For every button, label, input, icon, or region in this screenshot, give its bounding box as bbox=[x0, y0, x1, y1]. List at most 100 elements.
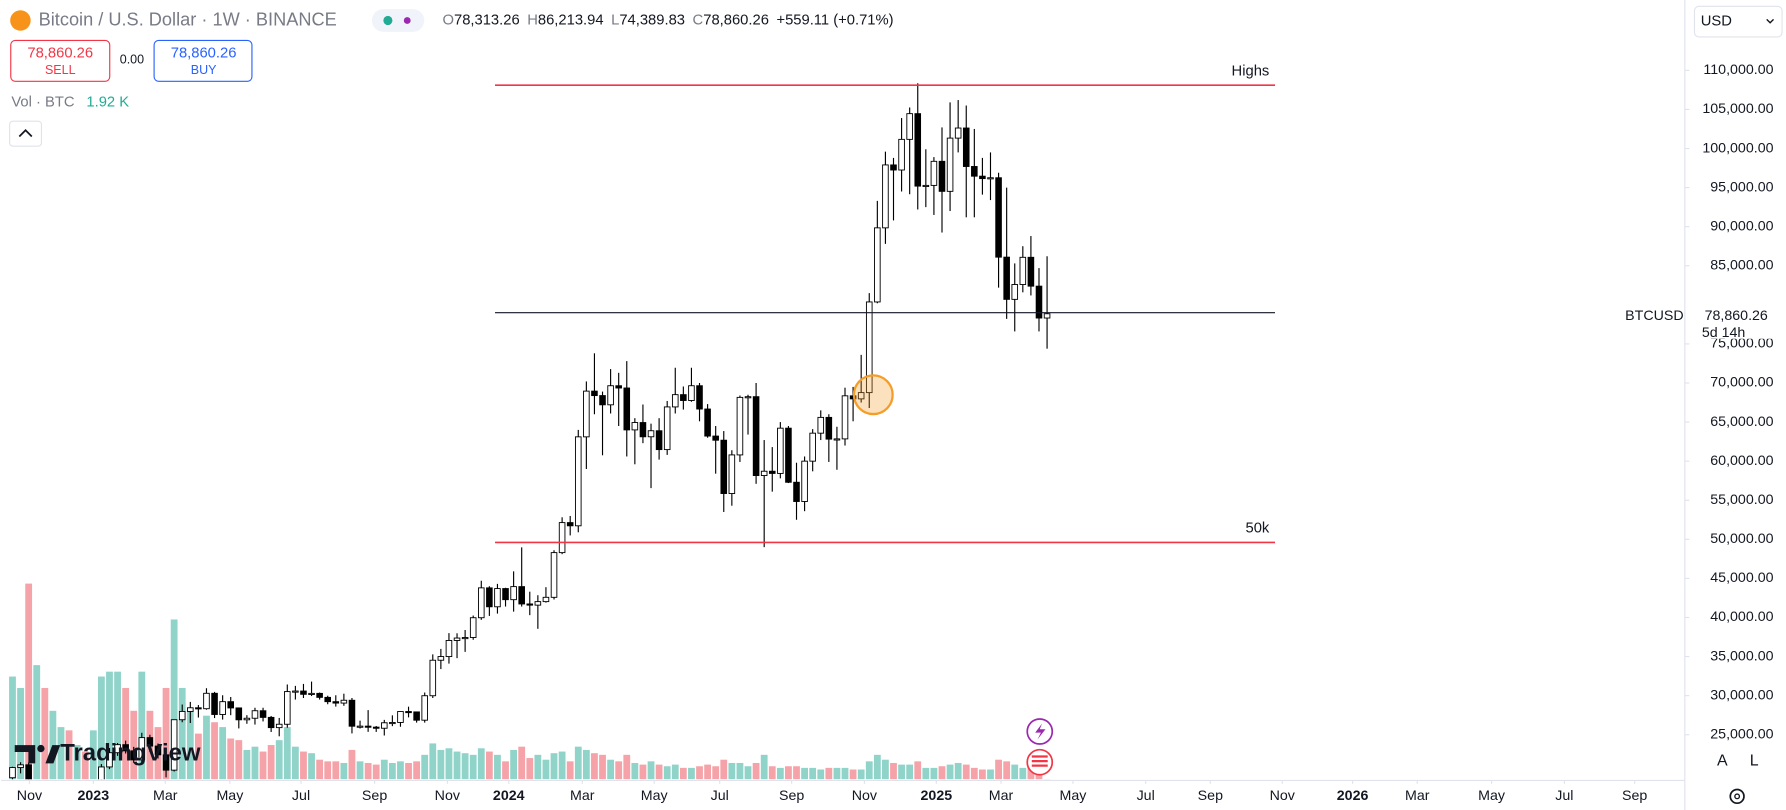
collapse-icon bbox=[18, 129, 33, 138]
volume-bar bbox=[906, 764, 914, 780]
y-tick-label: 75,000.00 bbox=[1710, 336, 1773, 352]
candle-body bbox=[195, 707, 202, 710]
y-tick-label: 110,000.00 bbox=[1703, 62, 1773, 78]
volume-bar bbox=[259, 751, 267, 780]
volume-bar bbox=[437, 749, 445, 780]
settings-icon-center bbox=[1734, 793, 1741, 800]
volume-bar bbox=[81, 751, 89, 780]
candle-body bbox=[138, 737, 146, 761]
volume-bar bbox=[97, 676, 105, 780]
collapse-legend-button[interactable] bbox=[9, 120, 43, 147]
volume-bar bbox=[930, 767, 938, 780]
volume-bar bbox=[688, 767, 695, 780]
candle-body bbox=[1027, 256, 1035, 287]
log-scale-button[interactable] bbox=[1742, 748, 1769, 773]
volume-bar bbox=[477, 748, 485, 780]
volume-bar bbox=[631, 762, 639, 780]
currency-dropdown[interactable] bbox=[1693, 5, 1783, 38]
candle-body bbox=[1003, 256, 1010, 300]
x-tick-label: Jul bbox=[1137, 788, 1155, 804]
logo-mark bbox=[14, 745, 36, 764]
ohlc-value: 86,213.94 bbox=[538, 12, 604, 28]
volume-bar bbox=[704, 764, 711, 780]
candle-body bbox=[445, 640, 453, 658]
candle-body bbox=[106, 752, 113, 768]
ohlc-value: 74,389.83 bbox=[619, 12, 685, 28]
volume-bar bbox=[308, 753, 315, 780]
last-price-value: 78,860.26 bbox=[1705, 308, 1768, 324]
ohlc-legend: O78,313.26 H86,213.94 L74,389.83 C78,860… bbox=[442, 12, 893, 28]
volume-bar bbox=[696, 766, 703, 780]
candle-body bbox=[954, 127, 962, 139]
buy-button[interactable] bbox=[153, 39, 253, 82]
candle-body bbox=[566, 522, 574, 527]
candle-body bbox=[704, 408, 711, 437]
candle-body bbox=[130, 750, 138, 761]
x-tick-label: May bbox=[641, 788, 669, 804]
buy-price: 78,860.26 bbox=[171, 45, 237, 61]
candle-body bbox=[809, 432, 816, 462]
x-tick-label: Mar bbox=[1405, 788, 1430, 804]
volume-bar bbox=[380, 759, 388, 780]
x-tick-label: May bbox=[1059, 788, 1087, 804]
x-tick-label: Nov bbox=[852, 788, 878, 804]
volume-bar bbox=[162, 687, 170, 780]
volume-bar bbox=[17, 687, 24, 780]
volume-bar bbox=[25, 583, 33, 780]
candle-body bbox=[688, 385, 695, 401]
candle-body bbox=[413, 711, 420, 721]
logo-text: TradingView bbox=[60, 740, 201, 767]
symbol-title[interactable]: Bitcoin / U.S. Dollar · 1W · BINANCE bbox=[39, 9, 337, 29]
candle-body bbox=[324, 696, 331, 703]
x-tick-label: Jul bbox=[292, 788, 310, 804]
x-tick-label: Jul bbox=[711, 788, 729, 804]
candle-body bbox=[841, 395, 849, 440]
candle-body bbox=[987, 177, 994, 180]
candle-body bbox=[203, 692, 210, 710]
volume-bar bbox=[9, 676, 16, 780]
candle-body bbox=[680, 394, 687, 401]
candle-body bbox=[494, 588, 501, 608]
candle-body bbox=[647, 430, 655, 438]
sell-label: SELL bbox=[45, 63, 76, 77]
axes: 25,000.00 30,000.00 35,000.00 40,000.00 45,0… bbox=[17, 62, 1783, 804]
ohlc-value: 78,860.26 bbox=[703, 12, 769, 28]
volume-bar bbox=[227, 738, 235, 780]
candle-body bbox=[364, 725, 372, 728]
auto-scale-button[interactable] bbox=[1709, 748, 1736, 773]
candle-body bbox=[971, 166, 978, 177]
buy-label: BUY bbox=[191, 63, 217, 77]
x-tick-label: Sep bbox=[1198, 788, 1223, 804]
price-change: +559.11 (+0.71%) bbox=[776, 12, 893, 28]
settings-icon[interactable] bbox=[1729, 788, 1745, 805]
candle-body bbox=[187, 707, 194, 712]
candle-body bbox=[801, 460, 808, 502]
candle-body bbox=[308, 692, 315, 695]
auto-scale-label: A bbox=[1717, 752, 1728, 769]
candle-body bbox=[235, 707, 243, 721]
circle-annotation bbox=[852, 374, 894, 416]
volume-bar bbox=[979, 769, 986, 780]
volume-bar bbox=[582, 749, 590, 780]
candle-body bbox=[607, 385, 614, 406]
status-pill[interactable] bbox=[371, 9, 425, 32]
candle-body bbox=[178, 710, 186, 721]
currency-label: USD bbox=[1701, 14, 1732, 30]
candle-body bbox=[292, 690, 299, 693]
last-price-symbol: BTCUSD bbox=[1625, 308, 1683, 324]
volume-bar bbox=[817, 769, 825, 780]
candle-body bbox=[453, 637, 461, 641]
volume-bar bbox=[122, 687, 130, 780]
sell-button[interactable] bbox=[10, 39, 111, 82]
candle-body bbox=[275, 723, 283, 729]
candle-body bbox=[898, 138, 905, 171]
candle-body bbox=[623, 387, 631, 431]
candle-body bbox=[946, 137, 954, 192]
x-tick-label: Nov bbox=[17, 788, 43, 804]
volume-bar bbox=[566, 761, 574, 780]
volume-bar bbox=[890, 762, 897, 780]
y-tick-label: 85,000.00 bbox=[1710, 258, 1773, 274]
volume-bar bbox=[558, 751, 566, 780]
candle-body bbox=[930, 160, 938, 186]
candle-body bbox=[890, 164, 897, 171]
